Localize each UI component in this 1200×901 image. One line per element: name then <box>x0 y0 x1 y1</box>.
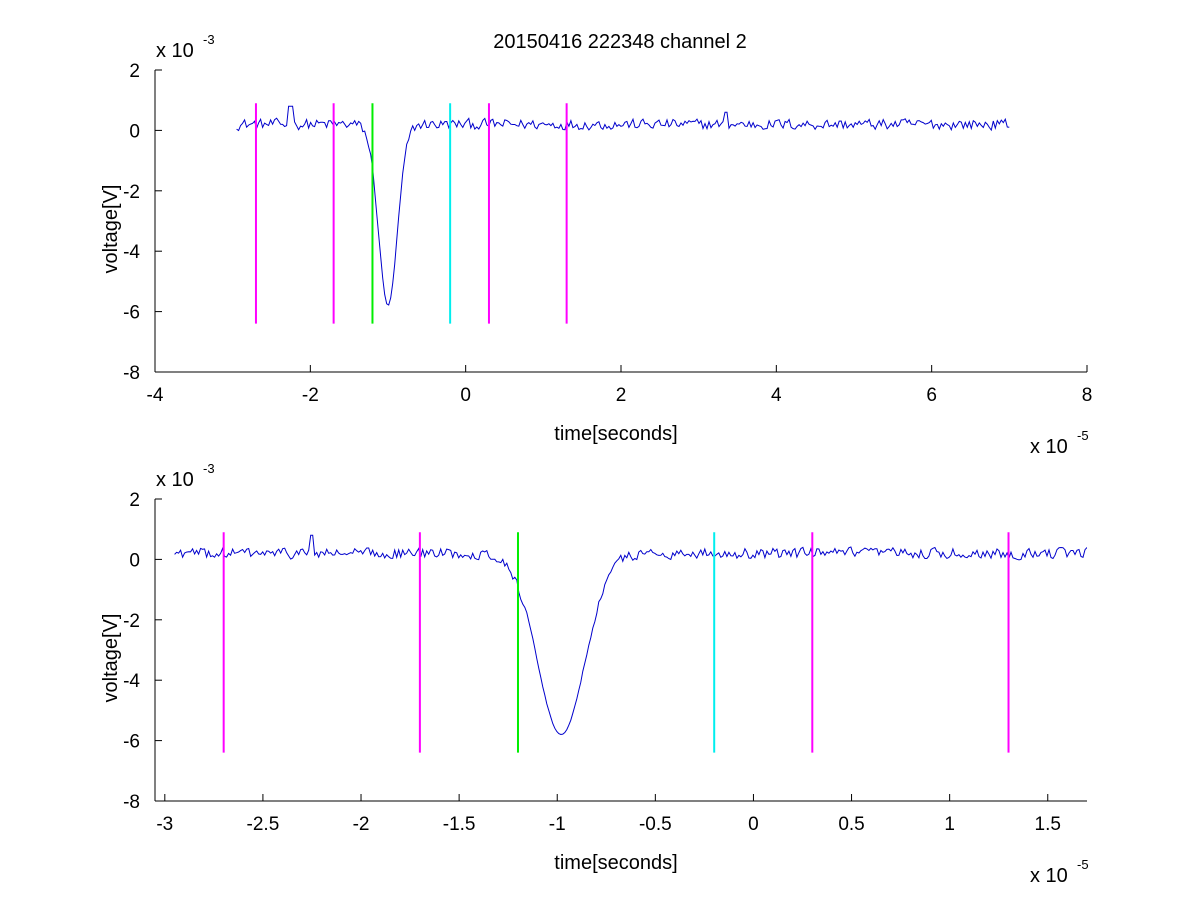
x-tick-label: 4 <box>771 385 782 406</box>
x-exponent-multiplier: x 10 <box>1030 436 1068 458</box>
y-exponent-power: -3 <box>203 32 215 47</box>
y-tick-label: -4 <box>123 671 140 692</box>
y-exponent-multiplier: x 10 <box>156 469 194 491</box>
x-axis-label: time[seconds] <box>554 423 677 445</box>
bottom-axes: -3 -2.5 -2 -1.5 -1 -0.5 0 0.5 1 1.5 -8 -6 -4 -2 0 2 time… <box>100 461 1089 887</box>
x-exponent-power: -5 <box>1077 857 1089 872</box>
y-tick-label: 2 <box>129 61 140 82</box>
x-tick-label: -1 <box>549 814 566 835</box>
y-exponent-multiplier: x 10 <box>156 40 194 62</box>
x-tick-label: 0 <box>748 814 759 835</box>
y-tick-label: -4 <box>123 242 140 263</box>
x-tick-label: 0 <box>460 385 471 406</box>
y-tick-label: 0 <box>129 550 140 571</box>
x-tick-label: -2.5 <box>247 814 280 835</box>
y-tick-label: 0 <box>129 121 140 142</box>
x-exponent-multiplier: x 10 <box>1030 865 1068 887</box>
x-tick-label: -2 <box>302 385 319 406</box>
y-tick-label: -2 <box>123 182 140 203</box>
x-tick-label: -2 <box>353 814 370 835</box>
y-tick-label: -2 <box>123 611 140 632</box>
x-axis-label: time[seconds] <box>554 852 677 874</box>
x-exponent-power: -5 <box>1077 428 1089 443</box>
x-tick-label: -3 <box>156 814 173 835</box>
y-tick-label: -8 <box>123 792 140 813</box>
y-axis-label: voltage[V] <box>100 185 122 274</box>
signal-line <box>174 534 1087 736</box>
x-tick-label: 2 <box>616 385 627 406</box>
plot-area <box>174 532 1087 753</box>
x-tick-label: -0.5 <box>639 814 672 835</box>
y-tick-label: 2 <box>129 490 140 511</box>
x-tick-label: 1 <box>944 814 955 835</box>
top-axes: -4 -2 0 2 4 6 8 -8 -6 -4 -2 0 2 time[seconds] voltage[… <box>100 32 1092 458</box>
x-tick-label: 6 <box>926 385 937 406</box>
signal-line <box>236 105 1010 306</box>
x-tick-label: 0.5 <box>838 814 864 835</box>
y-tick-label: -6 <box>123 303 140 324</box>
x-tick-label: -1.5 <box>443 814 476 835</box>
y-axis-label: voltage[V] <box>100 614 122 703</box>
x-tick-label: 1.5 <box>1035 814 1061 835</box>
y-exponent-power: -3 <box>203 461 215 476</box>
y-tick-label: -8 <box>123 363 140 384</box>
y-tick-label: -6 <box>123 732 140 753</box>
x-tick-label: -4 <box>147 385 164 406</box>
x-tick-label: 8 <box>1082 385 1093 406</box>
figure-title: 20150416 222348 channel 2 <box>493 31 747 53</box>
plot-area <box>236 103 1010 324</box>
